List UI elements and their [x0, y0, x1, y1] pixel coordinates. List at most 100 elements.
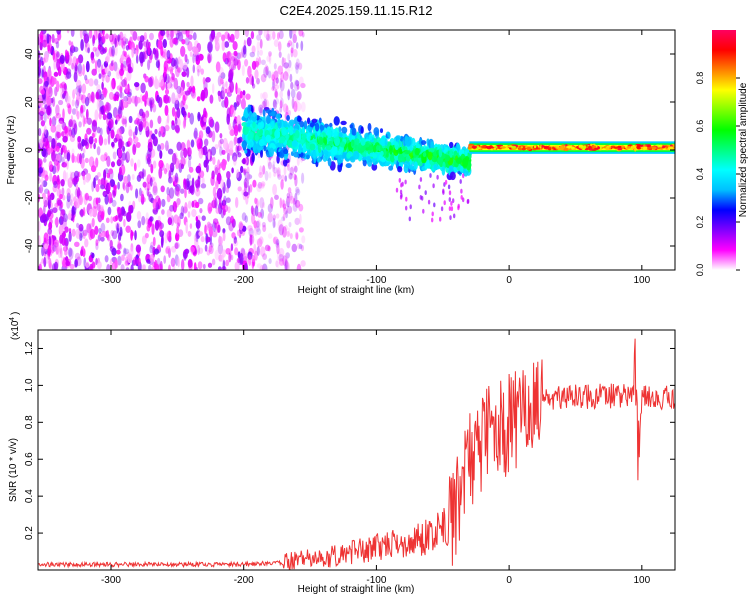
spectral-blob [273, 166, 278, 174]
spectral-blob [366, 155, 371, 161]
spectral-blob [272, 98, 277, 108]
spectral-blob [295, 64, 299, 75]
spectral-blob [280, 136, 286, 144]
spectral-blob [48, 160, 53, 171]
spectral-blob [40, 89, 45, 95]
spectral-blob [232, 41, 238, 51]
spectral-blob [98, 73, 102, 79]
spectral-blob [99, 93, 105, 101]
spectral-blob [66, 159, 69, 170]
spectral-blob [240, 98, 246, 110]
spectral-blob [85, 174, 90, 183]
spectral-blob [244, 59, 249, 67]
spectral-blob [409, 204, 412, 210]
spectral-blob [65, 240, 69, 251]
spectral-blob [71, 152, 75, 164]
spectral-blob [121, 152, 127, 161]
snr-frame [37, 329, 676, 571]
spectral-blob [265, 115, 271, 124]
y-tick-label: 40 [24, 48, 35, 60]
spectral-blob [263, 66, 269, 78]
spectral-blob [254, 69, 259, 80]
spectral-blob [88, 156, 95, 168]
spectral-blob [286, 195, 290, 208]
spectral-blob [271, 74, 275, 81]
spectral-blob [137, 257, 141, 266]
spectral-blob [42, 137, 46, 143]
spectral-blob [40, 34, 44, 44]
spectral-blob [272, 99, 278, 110]
spectral-blob [95, 183, 100, 193]
spectral-blob [68, 127, 73, 138]
x-tick-label: 0 [506, 275, 512, 286]
spectral-blob [67, 104, 72, 115]
spectral-blob [48, 257, 52, 269]
spectral-blob [61, 237, 67, 246]
spectral-blob [103, 104, 109, 111]
spectral-blob [268, 51, 272, 57]
spectral-blob [257, 238, 263, 248]
spectral-blob [255, 57, 259, 69]
spectral-blob [256, 228, 262, 236]
spectral-blob [578, 144, 584, 148]
spectral-blob [277, 65, 284, 75]
spectral-blob [273, 62, 277, 70]
spectral-blob [300, 82, 306, 89]
spectral-blob [197, 111, 201, 122]
spectral-blob [262, 224, 267, 233]
spectral-blob [75, 184, 79, 191]
spectral-blob [229, 80, 235, 93]
spectral-blob [291, 243, 298, 253]
spectral-blob [174, 172, 179, 183]
spectral-blob [129, 246, 134, 258]
spectral-blob [394, 141, 399, 151]
spectral-blob [106, 52, 111, 63]
spectral-blob [211, 230, 218, 238]
spectral-blob [145, 217, 149, 225]
spectral-blob [146, 224, 151, 232]
spectral-blob [223, 204, 229, 213]
spectral-blob [269, 30, 274, 36]
spectral-blob [168, 247, 171, 259]
spectral-blob [43, 205, 46, 214]
spectral-blob [152, 185, 158, 196]
spectral-blob [267, 233, 273, 239]
spectral-blob [64, 125, 68, 135]
spectral-blob [431, 211, 434, 217]
spectral-blob [643, 144, 646, 147]
spectral-blob [261, 221, 266, 228]
spectral-blob [338, 131, 343, 139]
spectral-blob [360, 146, 365, 153]
spectral-blob [104, 194, 109, 205]
spectral-blob [449, 148, 453, 158]
spectral-blob [539, 144, 542, 147]
spectral-blob [170, 215, 175, 227]
spectral-blob [62, 145, 67, 154]
spectral-blob [275, 98, 280, 105]
spectral-blob [306, 154, 310, 160]
spectral-blob [253, 243, 257, 256]
spectral-blob [115, 67, 121, 80]
spectral-blob [61, 156, 65, 165]
spectral-blob [192, 53, 195, 64]
spectral-blob [342, 151, 346, 159]
spectral-blob [38, 128, 42, 137]
spectral-blob [186, 81, 190, 88]
spectral-blob [98, 232, 103, 238]
spectral-blob [259, 107, 263, 116]
spectral-blob [168, 170, 171, 179]
spectral-blob [171, 107, 176, 117]
spectral-blob [259, 197, 265, 209]
spectral-blob [107, 133, 111, 145]
spectral-blob [295, 58, 300, 68]
spectral-blob [232, 152, 238, 162]
spectral-blob [274, 91, 279, 99]
spectral-blob [260, 208, 265, 219]
spectral-blob [448, 190, 452, 196]
spectral-blob [276, 251, 282, 261]
spectral-blob [647, 146, 652, 150]
spectral-blob [182, 109, 187, 115]
spectral-blob [94, 137, 98, 144]
spectral-blob [156, 94, 160, 104]
spectral-blob [166, 80, 171, 90]
